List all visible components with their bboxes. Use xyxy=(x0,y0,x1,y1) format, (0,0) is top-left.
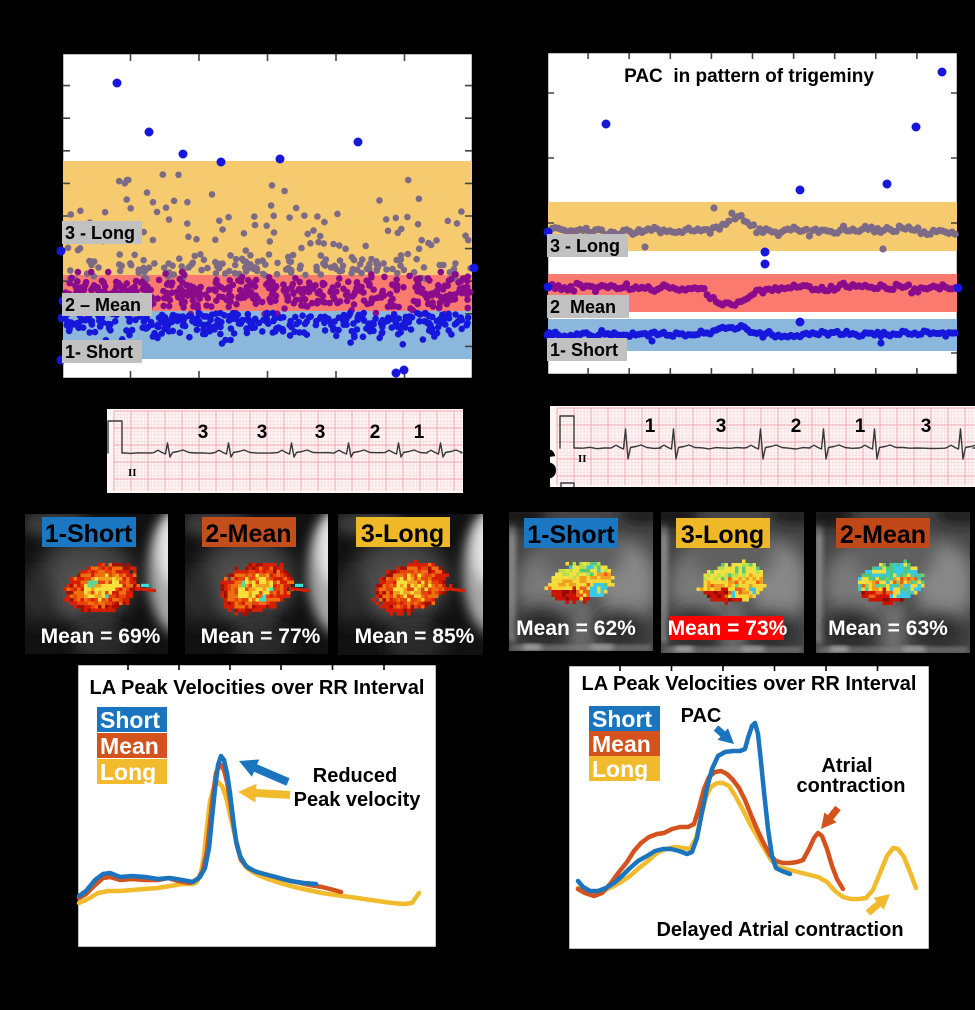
svg-text:Long: Long xyxy=(100,759,156,785)
svg-text:II: II xyxy=(578,453,587,465)
svg-text:3-Long: 3-Long xyxy=(681,521,764,549)
svg-text:II: II xyxy=(128,467,137,479)
svg-text:Mean = 77%: Mean = 77% xyxy=(201,625,321,648)
svg-text:PAC: PAC xyxy=(681,705,722,727)
svg-text:Mean = 63%: Mean = 63% xyxy=(828,617,948,640)
svg-text:Mean: Mean xyxy=(100,733,159,759)
svg-text:1: 1 xyxy=(414,422,425,443)
svg-text:2-Mean: 2-Mean xyxy=(205,520,291,548)
svg-text:2: 2 xyxy=(791,416,802,437)
svg-text:Atrial: Atrial xyxy=(821,755,872,777)
svg-text:1-Short: 1-Short xyxy=(45,520,133,548)
svg-text:Mean = 62%: Mean = 62% xyxy=(516,617,636,640)
svg-text:3: 3 xyxy=(257,422,268,443)
svg-text:3: 3 xyxy=(921,416,932,437)
svg-text:3 - Long: 3 - Long xyxy=(550,236,620,256)
svg-text:1: 1 xyxy=(855,416,866,437)
svg-text:Reduced: Reduced xyxy=(313,765,397,787)
svg-text:contraction: contraction xyxy=(797,775,906,797)
svg-text:1- Short: 1- Short xyxy=(65,342,133,362)
svg-text:1: 1 xyxy=(645,416,656,437)
svg-text:3: 3 xyxy=(315,422,326,443)
svg-text:3: 3 xyxy=(716,416,727,437)
svg-text:Mean: Mean xyxy=(592,731,651,757)
svg-text:Mean = 69%: Mean = 69% xyxy=(41,625,161,648)
svg-text:3: 3 xyxy=(198,422,209,443)
svg-text:2 – Mean: 2 – Mean xyxy=(65,295,141,315)
svg-text:3-Long: 3-Long xyxy=(361,520,444,548)
svg-text:Short: Short xyxy=(592,706,652,732)
svg-text:1- Short: 1- Short xyxy=(550,340,618,360)
svg-text:LA Peak Velocities over RR Int: LA Peak Velocities over RR Interval xyxy=(582,673,917,695)
svg-text:Long: Long xyxy=(592,756,648,782)
svg-text:3 - Long: 3 - Long xyxy=(65,223,135,243)
svg-text:Delayed Atrial contraction: Delayed Atrial contraction xyxy=(656,919,903,941)
svg-text:2 Mean: 2 Mean xyxy=(550,297,616,317)
svg-text:2: 2 xyxy=(370,422,381,443)
svg-text:1-Short: 1-Short xyxy=(527,521,615,549)
svg-text:Mean = 85%: Mean = 85% xyxy=(355,625,475,648)
svg-text:Short: Short xyxy=(100,707,160,733)
svg-text:Mean = 73%: Mean = 73% xyxy=(668,617,788,640)
svg-text:Peak velocity: Peak velocity xyxy=(294,789,422,811)
svg-text:PAC in pattern of trigeminy: PAC in pattern of trigeminy xyxy=(624,66,874,87)
svg-text:2-Mean: 2-Mean xyxy=(840,521,926,549)
svg-text:LA Peak Velocities over RR Int: LA Peak Velocities over RR Interval xyxy=(90,677,425,699)
svg-text:S: S xyxy=(528,440,557,489)
